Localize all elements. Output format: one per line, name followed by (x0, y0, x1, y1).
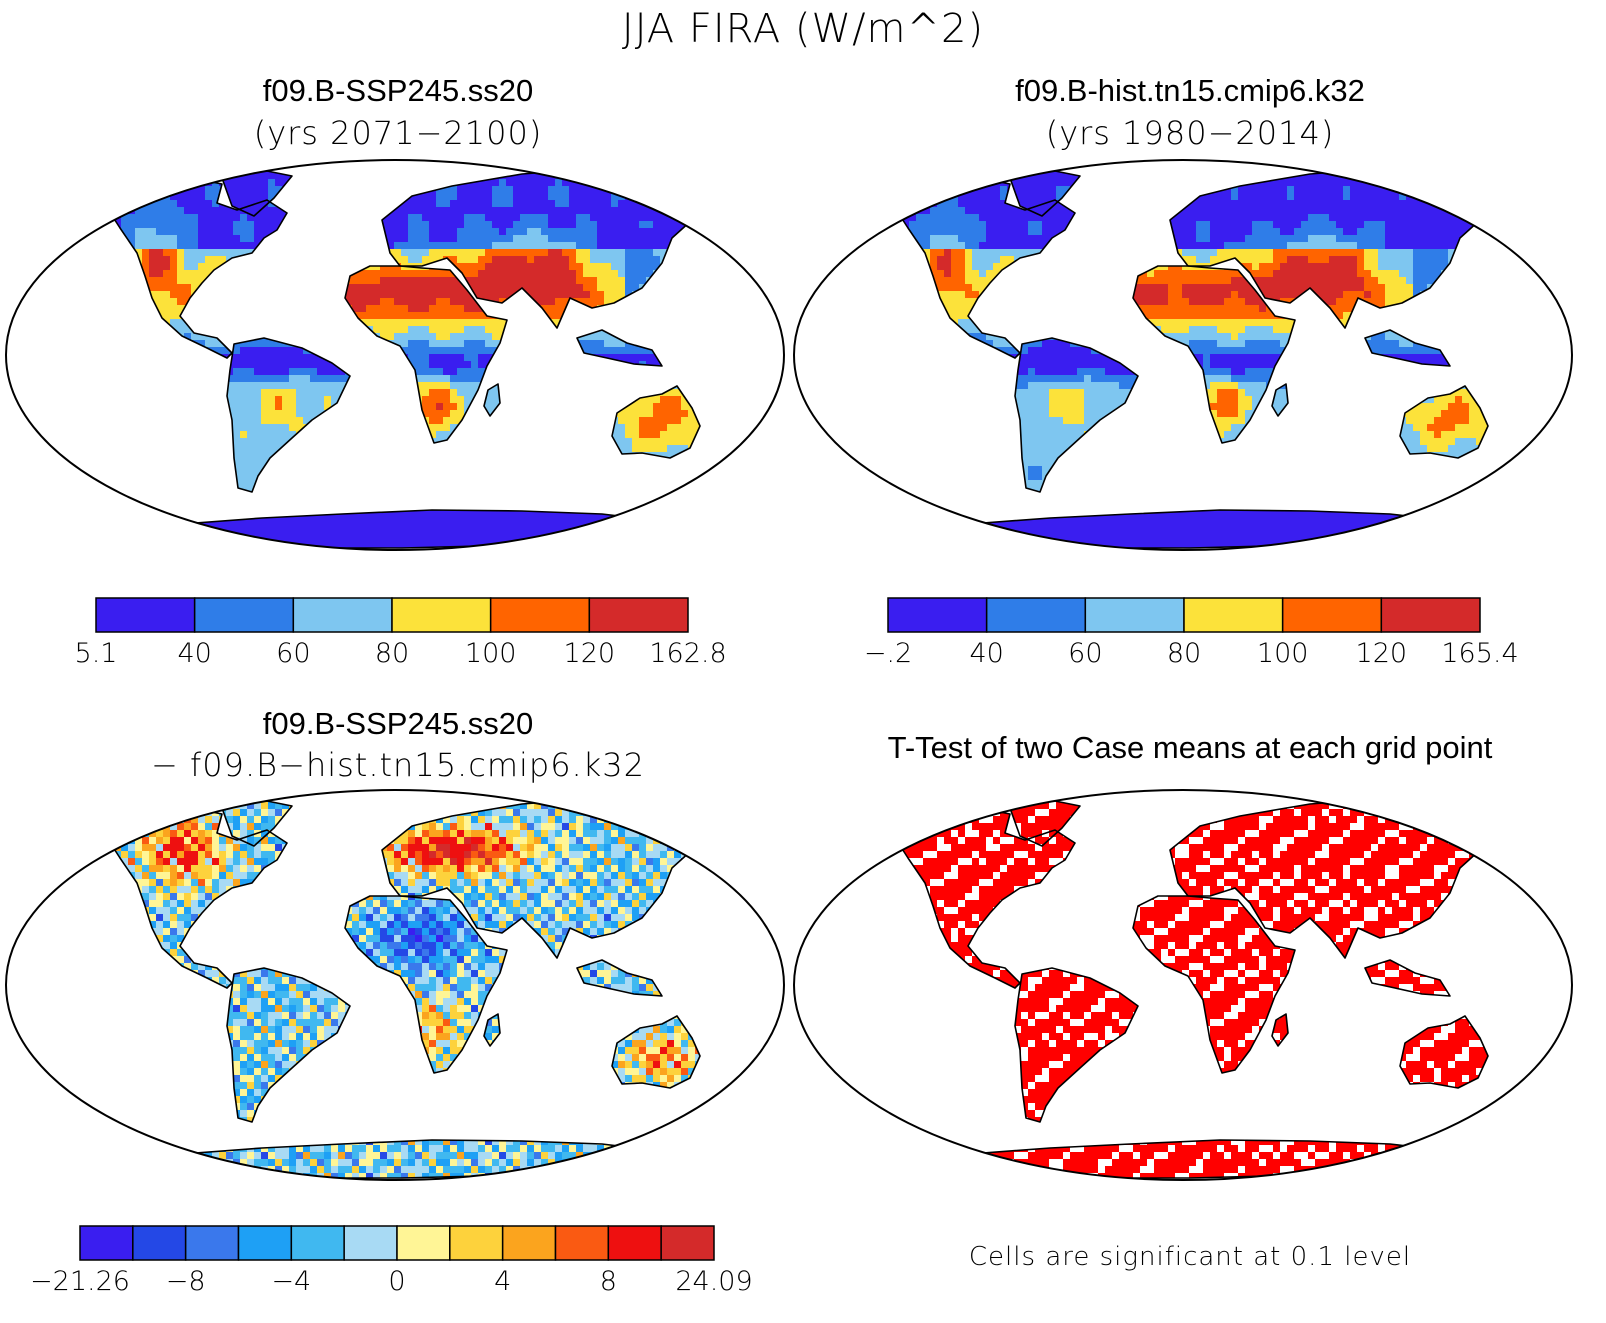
colorbar-box (588, 597, 689, 633)
colorbar-box (1380, 597, 1481, 633)
panel1-title: f09.B-SSP245.ss20 (4, 73, 792, 109)
map-border (5, 789, 785, 1181)
colorbar-label: 0 (388, 1266, 405, 1297)
colorbar-box (985, 597, 1087, 633)
colorbar-label: 60 (276, 638, 310, 669)
colorbar-label: 100 (465, 638, 517, 669)
panel2-colorbar: −.2 40 60 80 100 120 165.4 (864, 597, 1519, 669)
colorbar-box (79, 1225, 134, 1261)
panel1-map (2, 158, 788, 552)
colorbar-box (501, 1225, 557, 1261)
colorbar-box (489, 597, 591, 633)
colorbar-label: 120 (564, 638, 616, 669)
panel3-map (2, 788, 788, 1182)
colorbar-box (660, 1225, 715, 1261)
panel2-subtitle: (yrs 1980−2014) (796, 114, 1584, 152)
colorbar-box (1281, 597, 1383, 633)
coastline-indonesia (1364, 959, 1451, 997)
map-border (5, 159, 785, 551)
panel3-subtitle: − f09.B−hist.tn15.cmip6.k32 (4, 746, 792, 784)
coastline-madagascar (483, 1013, 501, 1047)
colorbar-box (391, 597, 492, 633)
colorbar-label: −8 (166, 1266, 206, 1297)
panel3-title: f09.B-SSP245.ss20 (4, 706, 792, 742)
colorbar-box (449, 1225, 504, 1261)
colorbar-box (95, 597, 196, 633)
panel2-map (790, 158, 1576, 552)
coastline-southAmerica (226, 337, 351, 493)
colorbar-box (237, 1225, 293, 1261)
colorbar-box (292, 597, 393, 633)
colorbar-box (193, 597, 295, 633)
map-border (793, 159, 1573, 551)
coastline-africa (344, 265, 508, 444)
map-border (793, 789, 1573, 1181)
coastline-australia (1399, 385, 1489, 459)
colorbar-label: −4 (271, 1266, 311, 1297)
colorbar-box (1084, 597, 1185, 633)
coastline-southAmerica (1014, 337, 1139, 493)
coastline-australia (1399, 1015, 1489, 1089)
colorbar-label: −.2 (864, 638, 912, 669)
colorbar-label: 40 (969, 638, 1003, 669)
colorbar-box (132, 1225, 187, 1261)
colorbar-label: 100 (1257, 638, 1309, 669)
colorbar-label: 165.4 (1441, 638, 1518, 669)
colorbar-box (343, 1225, 398, 1261)
coastline-madagascar (1271, 383, 1289, 417)
panel2-title: f09.B-hist.tn15.cmip6.k32 (796, 73, 1584, 109)
colorbar-label: 24.09 (675, 1266, 752, 1297)
coastline-southAmerica (1014, 967, 1139, 1123)
colorbar-label: 80 (375, 638, 409, 669)
coastline-africa (1132, 895, 1296, 1074)
significance-footnote: Cells are significant at 0.1 level (796, 1242, 1584, 1272)
colorbar-label: 4 (494, 1266, 511, 1297)
colorbar-label: 5.1 (75, 638, 118, 669)
panel3-colorbar: −21.26 −8 −4 0 4 8 24.09 (30, 1225, 753, 1297)
coastline-northAmerica (889, 175, 1076, 359)
colorbar-label: 120 (1356, 638, 1408, 669)
coastline-southAmerica (226, 967, 351, 1123)
colorbar-label: 40 (177, 638, 211, 669)
colorbar-label: 80 (1167, 638, 1201, 669)
coastline-australia (611, 385, 701, 459)
colorbar-box (396, 1225, 451, 1261)
figure-title: JJA FIRA (W/m^2) (0, 6, 1606, 52)
colorbar-box (184, 1225, 240, 1261)
coastline-northAmerica (889, 805, 1076, 989)
colorbar-label: 8 (600, 1266, 617, 1297)
panel1-colorbar: 5.1 40 60 80 100 120 162.8 (75, 597, 727, 669)
coastline-northAmerica (101, 805, 288, 989)
colorbar-box (887, 597, 988, 633)
coastline-indonesia (576, 959, 663, 997)
coastline-indonesia (576, 329, 663, 367)
panel4-title: T-Test of two Case means at each grid po… (796, 730, 1584, 766)
coastline-madagascar (1271, 1013, 1289, 1047)
coastline-africa (1132, 265, 1296, 444)
colorbar-label: 162.8 (649, 638, 726, 669)
coastline-australia (611, 1015, 701, 1089)
coastline-africa (344, 895, 508, 1074)
colorbar-label: 60 (1068, 638, 1102, 669)
colorbar-box (290, 1225, 345, 1261)
colorbar-box (607, 1225, 662, 1261)
coastline-madagascar (483, 383, 501, 417)
panel1-subtitle: (yrs 2071−2100) (4, 114, 792, 152)
colorbar-box (554, 1225, 610, 1261)
colorbar-box (1183, 597, 1284, 633)
coastline-indonesia (1364, 329, 1451, 367)
colorbar-label: −21.26 (30, 1266, 130, 1297)
panel4-map (790, 788, 1576, 1182)
coastline-northAmerica (101, 175, 288, 359)
